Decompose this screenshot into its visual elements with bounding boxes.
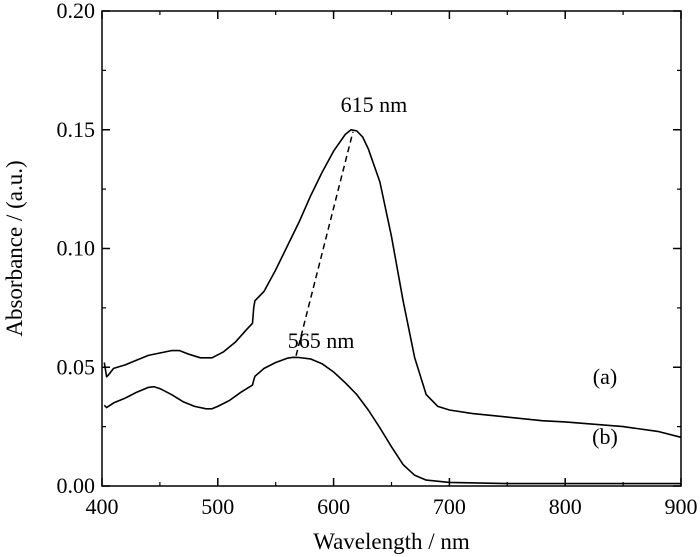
- peak-shift-guide-line: [295, 131, 354, 356]
- series-label-b: (b): [592, 424, 618, 449]
- x-tick-label: 400: [86, 494, 119, 519]
- y-axis-title: Absorbance / (a.u.): [2, 160, 27, 336]
- x-axis-title: Wavelength / nm: [313, 529, 470, 554]
- annotation-layer: 615 nm 565 nm: [288, 92, 408, 356]
- peak-annotation: 565 nm: [288, 328, 355, 353]
- series-line-a: [103, 129, 682, 439]
- x-ticks: 400 500 600 700 800 900: [86, 11, 698, 519]
- x-tick-label: 600: [317, 494, 350, 519]
- y-ticks: 0.00 0.05 0.10 0.15 0.20: [57, 0, 681, 498]
- series-line-b: [103, 356, 681, 485]
- y-tick-label: 0.05: [57, 354, 96, 379]
- y-tick-label: 0.10: [57, 236, 96, 261]
- x-tick-label: 500: [201, 494, 234, 519]
- peak-annotation: 615 nm: [341, 92, 408, 117]
- plot-frame: [101, 10, 682, 487]
- series-layer: (a) (b): [103, 129, 682, 485]
- y-tick-label: 0.00: [57, 473, 96, 498]
- x-tick-label: 800: [549, 494, 582, 519]
- y-tick-label: 0.15: [57, 117, 96, 142]
- x-tick-label: 700: [433, 494, 466, 519]
- series-label-a: (a): [593, 364, 617, 389]
- x-tick-label: 900: [665, 494, 698, 519]
- y-tick-label: 0.20: [57, 0, 96, 23]
